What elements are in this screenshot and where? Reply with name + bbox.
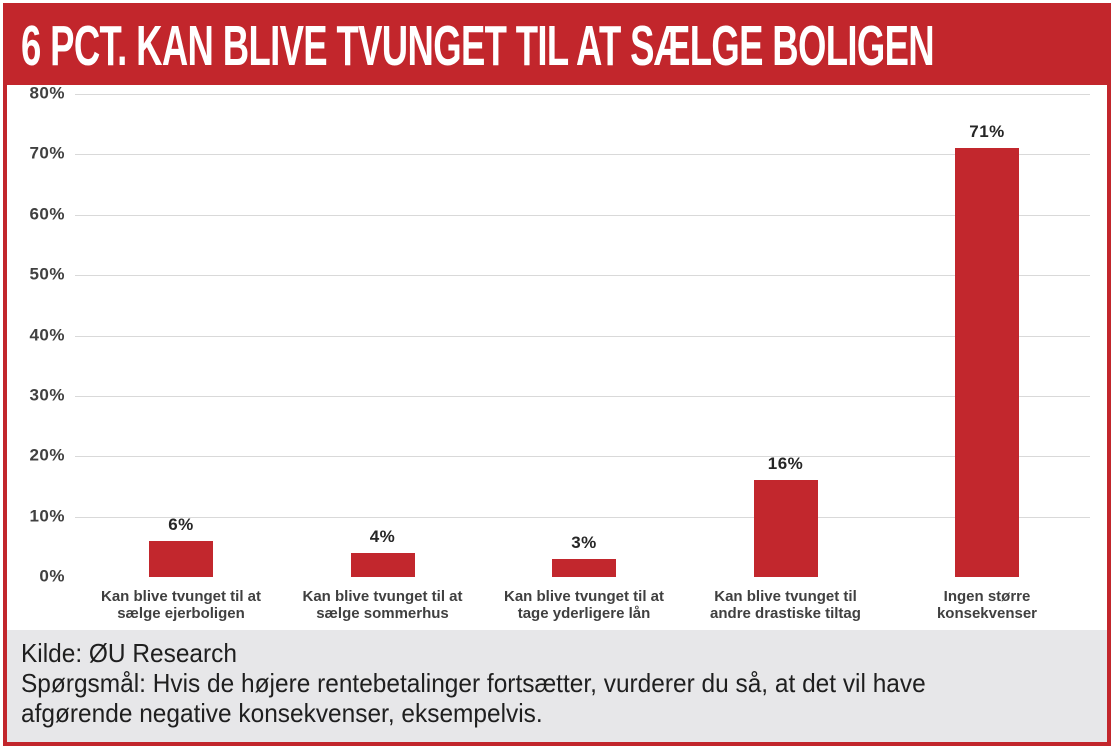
x-axis-category-label: Ingen større konsekvenser xyxy=(936,588,1038,622)
bar-value-label: 4% xyxy=(369,527,396,546)
bar-value-label: 71% xyxy=(969,122,1005,141)
x-axis-category-label: Kan blive tvunget til andre drastiske ti… xyxy=(710,588,861,622)
y-axis-tick-label: 0% xyxy=(39,566,65,586)
x-axis-category-label: Kan blive tvunget til at sælge ejerbolig… xyxy=(100,588,262,622)
bar-value-label: 6% xyxy=(168,515,194,534)
y-axis-tick-label: 40% xyxy=(29,325,65,345)
bar-value-label: 16% xyxy=(767,454,804,473)
x-axis-category-label: Kan blive tvunget til at tage yderligere… xyxy=(503,588,665,622)
question-line: Spørgsmål: Hvis de højere rentebetalinge… xyxy=(21,668,926,728)
plot-area: 0% 10% 20% 30% 40% 50% 60% 70% 80% 6% Kan blive tv… xyxy=(7,83,1107,630)
gridline xyxy=(75,275,1090,277)
y-axis-tick-label: 50% xyxy=(29,264,65,284)
bar xyxy=(350,553,415,577)
bar-value-label: 3% xyxy=(571,533,597,552)
bar xyxy=(552,559,616,577)
footer-text: Kilde: ØU Research Spørgsmål: Hvis de hø… xyxy=(21,638,1102,728)
gridline xyxy=(75,516,1090,518)
y-axis-tick-label: 70% xyxy=(29,143,65,163)
chart-card: 6 PCT. KAN BLIVE TVUNGET TIL AT SÆLGE BO… xyxy=(3,3,1111,746)
gridline xyxy=(75,456,1090,458)
y-axis-tick-label: 60% xyxy=(29,204,65,224)
gridline xyxy=(75,395,1090,397)
source-footer: Kilde: ØU Research Spørgsmål: Hvis de hø… xyxy=(7,630,1107,742)
title-banner: 6 PCT. KAN BLIVE TVUNGET TIL AT SÆLGE BO… xyxy=(7,7,1107,85)
bar xyxy=(149,541,213,577)
x-axis-category-label: Kan blive tvunget til at sælge sommerhus xyxy=(302,588,463,622)
bar xyxy=(753,480,818,577)
gridline xyxy=(75,214,1090,216)
gridline xyxy=(75,335,1090,337)
gridline xyxy=(75,94,1090,95)
source-line: Kilde: ØU Research xyxy=(21,638,237,668)
y-axis-tick-label: 30% xyxy=(29,385,65,405)
page-title: 6 PCT. KAN BLIVE TVUNGET TIL AT SÆLGE BO… xyxy=(21,14,935,78)
y-axis-tick-label: 80% xyxy=(29,83,65,103)
gridline xyxy=(75,154,1090,156)
bar xyxy=(955,148,1019,577)
y-axis-tick-label: 10% xyxy=(29,506,65,526)
y-axis-tick-label: 20% xyxy=(29,445,65,465)
